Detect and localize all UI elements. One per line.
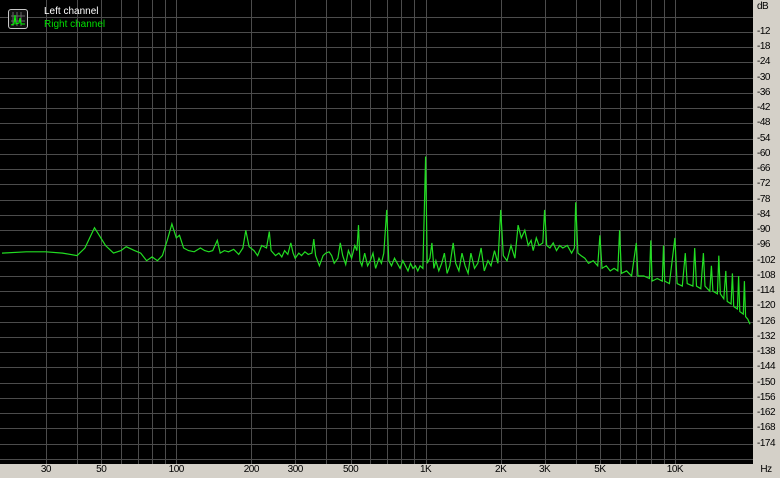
spectrum-chart (0, 0, 753, 464)
y-axis-unit: dB (757, 1, 769, 12)
y-tick-label: -18 (757, 41, 770, 53)
spectrum-plot-area: Left channel Right channel (0, 0, 753, 464)
y-tick-label: -156 (757, 391, 776, 403)
y-tick-label: -96 (757, 239, 770, 251)
x-tick-label: 50 (96, 464, 107, 475)
y-tick-label: -42 (757, 102, 770, 114)
grid (0, 0, 753, 464)
y-tick-label: -24 (757, 56, 770, 68)
x-tick-label: 3K (538, 464, 551, 475)
x-tick-label: 100 (168, 464, 185, 475)
y-tick-label: -126 (757, 315, 776, 327)
y-tick-label: -66 (757, 163, 770, 175)
y-tick-label: -114 (757, 285, 775, 297)
y-tick-label: -144 (757, 361, 776, 373)
x-tick-label: 10K (666, 464, 684, 475)
x-tick-label: 5K (594, 464, 606, 475)
y-tick-label: -132 (757, 330, 776, 342)
y-tick-label: -120 (757, 300, 776, 312)
traces (1, 156, 751, 325)
legend-right-channel: Right channel (44, 19, 106, 30)
spectrum-legend-icon[interactable] (8, 9, 28, 29)
x-tick-label: 500 (342, 464, 359, 475)
y-tick-label: -150 (757, 376, 776, 388)
x-axis-unit: Hz (760, 464, 772, 475)
y-tick-label: -162 (757, 407, 776, 419)
y-tick-label: -102 (757, 254, 776, 266)
series-line-right-channel (1, 156, 751, 325)
x-tick-label: 30 (40, 464, 52, 475)
y-tick-label: -12 (757, 25, 770, 37)
x-tick-label: 1K (419, 464, 432, 475)
y-tick-label: -54 (757, 132, 770, 144)
y-tick-label: -78 (757, 193, 770, 205)
y-tick-label: -174 (757, 437, 776, 449)
y-tick-label: -60 (757, 147, 770, 159)
y-tick-label: -72 (757, 178, 770, 190)
x-tick-label: 200 (243, 464, 260, 475)
y-tick-label: -48 (757, 117, 770, 129)
y-tick-label: -108 (757, 269, 776, 281)
bar-chart-icon (10, 12, 25, 26)
x-tick-label: 2K (495, 464, 507, 475)
y-tick-label: -30 (757, 71, 770, 83)
x-tick-label: 300 (287, 464, 304, 475)
y-tick-label: -138 (757, 346, 776, 358)
y-tick-label: -90 (757, 224, 770, 236)
y-tick-label: -36 (757, 86, 770, 98)
y-tick-label: -168 (757, 422, 776, 434)
y-tick-label: -84 (757, 208, 770, 220)
legend-left-channel: Left channel (44, 6, 99, 17)
